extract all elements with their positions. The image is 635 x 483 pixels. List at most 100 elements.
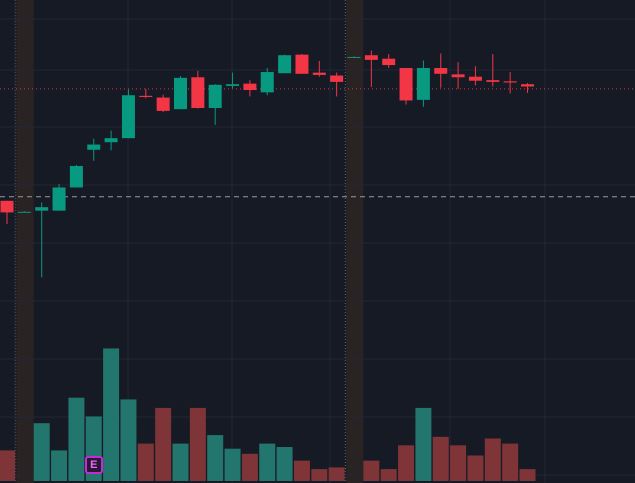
candle-body[interactable] bbox=[295, 54, 309, 74]
candle[interactable] bbox=[521, 83, 534, 93]
candle-body[interactable] bbox=[382, 58, 396, 66]
volume-bar bbox=[311, 469, 328, 481]
session-bands bbox=[15, 0, 364, 483]
reference-lines bbox=[0, 88, 635, 198]
volume-bar bbox=[207, 435, 224, 481]
volume-bars bbox=[0, 348, 536, 481]
volume-bar bbox=[189, 407, 206, 481]
candle[interactable] bbox=[156, 94, 170, 113]
candle[interactable] bbox=[278, 54, 292, 74]
candle-body[interactable] bbox=[243, 83, 257, 91]
volume-bar bbox=[484, 438, 501, 481]
candle[interactable] bbox=[121, 89, 135, 139]
volume-bar bbox=[432, 436, 449, 481]
candles[interactable] bbox=[0, 50, 535, 278]
volume-bar bbox=[276, 447, 293, 481]
candle[interactable] bbox=[260, 67, 274, 96]
candle[interactable] bbox=[191, 70, 205, 109]
volume-bar bbox=[224, 448, 241, 481]
volume-bar bbox=[467, 455, 484, 481]
candle[interactable] bbox=[399, 67, 413, 105]
candle-body[interactable] bbox=[468, 76, 482, 81]
candle-body[interactable] bbox=[486, 80, 500, 82]
candle[interactable] bbox=[382, 54, 396, 68]
candle-body[interactable] bbox=[330, 75, 344, 82]
volume-bar bbox=[51, 450, 68, 481]
candle[interactable] bbox=[295, 54, 309, 74]
earnings-event-icon[interactable]: E bbox=[84, 456, 103, 474]
candle-body[interactable] bbox=[156, 97, 170, 111]
volume-bar bbox=[0, 450, 15, 481]
candle-body[interactable] bbox=[364, 55, 378, 60]
volume-bar bbox=[293, 460, 310, 481]
volume-bar bbox=[33, 423, 50, 481]
candle[interactable] bbox=[69, 164, 83, 188]
volume-bar bbox=[155, 407, 172, 481]
candle-body[interactable] bbox=[174, 77, 187, 110]
candle[interactable] bbox=[503, 72, 517, 94]
candle[interactable] bbox=[486, 54, 500, 87]
candle[interactable] bbox=[364, 50, 378, 88]
candle[interactable] bbox=[468, 66, 482, 86]
candle-body[interactable] bbox=[312, 72, 326, 75]
candle-body[interactable] bbox=[87, 144, 101, 150]
volume-bar bbox=[68, 397, 85, 481]
volume-bar bbox=[259, 443, 276, 481]
candle-body[interactable] bbox=[451, 74, 465, 78]
candle[interactable] bbox=[416, 60, 430, 107]
candle[interactable] bbox=[208, 84, 222, 125]
candle[interactable] bbox=[17, 211, 31, 213]
candle-body[interactable] bbox=[139, 95, 153, 97]
volume-bar bbox=[502, 443, 519, 481]
candle[interactable] bbox=[330, 72, 344, 97]
volume-bar bbox=[415, 407, 432, 481]
candle-body[interactable] bbox=[503, 81, 517, 83]
candle-body[interactable] bbox=[347, 56, 361, 58]
candle-body[interactable] bbox=[69, 166, 83, 188]
volume-bar bbox=[363, 460, 380, 481]
candle[interactable] bbox=[87, 138, 101, 161]
candle[interactable] bbox=[52, 183, 66, 211]
candle[interactable] bbox=[451, 62, 465, 89]
candle-body[interactable] bbox=[226, 84, 240, 86]
volume-bar bbox=[398, 445, 415, 481]
session-break-band bbox=[16, 0, 34, 483]
volume-bar bbox=[120, 399, 137, 481]
candle[interactable] bbox=[243, 80, 257, 97]
candle-body[interactable] bbox=[278, 55, 292, 74]
candle-body[interactable] bbox=[521, 84, 534, 87]
candle[interactable] bbox=[312, 61, 326, 77]
candle-body[interactable] bbox=[208, 84, 222, 108]
volume-bar bbox=[103, 348, 120, 481]
candle[interactable] bbox=[104, 130, 118, 151]
volume-bar bbox=[519, 469, 536, 481]
volume-bar bbox=[241, 453, 258, 481]
candle-body[interactable] bbox=[17, 211, 31, 213]
candle-body[interactable] bbox=[35, 207, 49, 211]
volume-bar bbox=[450, 445, 467, 481]
candle-body[interactable] bbox=[104, 138, 118, 143]
candle-body[interactable] bbox=[121, 95, 135, 139]
candle[interactable] bbox=[35, 202, 49, 278]
volume-bar bbox=[380, 469, 397, 481]
candle[interactable] bbox=[0, 200, 14, 224]
candle-body[interactable] bbox=[52, 187, 66, 211]
candle[interactable] bbox=[434, 53, 448, 88]
candle-body[interactable] bbox=[399, 67, 413, 101]
candle-body[interactable] bbox=[416, 67, 430, 100]
candle-body[interactable] bbox=[260, 72, 274, 93]
candle-body[interactable] bbox=[0, 200, 14, 213]
volume-bar bbox=[172, 443, 189, 481]
volume-bar bbox=[328, 467, 345, 481]
volume-bar bbox=[137, 443, 154, 481]
candle[interactable] bbox=[139, 88, 153, 99]
candle[interactable] bbox=[174, 76, 187, 110]
candle-body[interactable] bbox=[434, 67, 448, 74]
session-break-band bbox=[346, 0, 364, 483]
candle[interactable] bbox=[226, 72, 240, 89]
candle-body[interactable] bbox=[191, 77, 205, 108]
candle[interactable] bbox=[347, 56, 361, 58]
